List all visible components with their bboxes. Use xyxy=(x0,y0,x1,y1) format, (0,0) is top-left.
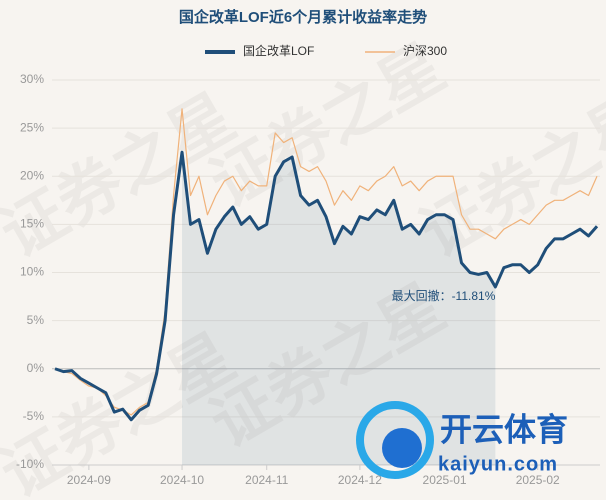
logo-text: 开云体育 xyxy=(440,411,568,447)
y-tick-label: -5% xyxy=(23,409,45,423)
legend-label: 沪深300 xyxy=(403,44,447,58)
drawdown-area xyxy=(182,152,496,465)
x-tick-label: 2025-02 xyxy=(516,473,560,487)
x-tick-label: 2025-01 xyxy=(423,473,467,487)
x-tick-label: 2024-12 xyxy=(338,473,382,487)
y-tick-label: -10% xyxy=(16,457,44,471)
y-tick-label: 20% xyxy=(20,168,44,182)
y-tick-label: 0% xyxy=(27,361,45,375)
logo-mark xyxy=(356,401,434,479)
series-line xyxy=(54,108,598,416)
y-tick-label: 30% xyxy=(20,72,44,86)
legend-label: 国企改革LOF xyxy=(243,43,314,58)
series-line xyxy=(54,150,599,422)
y-tick-label: 25% xyxy=(20,120,44,134)
y-tick-label: 15% xyxy=(20,217,44,231)
logo-ball xyxy=(382,428,422,468)
logo-subtext: kaiyun.com xyxy=(438,453,558,475)
chart-title: 国企改革LOF近6个月累计收益率走势 xyxy=(179,8,427,26)
annotation: 最大回撤：-11.81% xyxy=(392,288,496,303)
x-tick-label: 2024-10 xyxy=(160,473,204,487)
y-tick-label: 5% xyxy=(27,313,45,327)
x-tick-label: 2024-11 xyxy=(245,473,288,487)
x-tick-label: 2024-09 xyxy=(67,473,111,487)
y-tick-label: 10% xyxy=(20,265,44,279)
